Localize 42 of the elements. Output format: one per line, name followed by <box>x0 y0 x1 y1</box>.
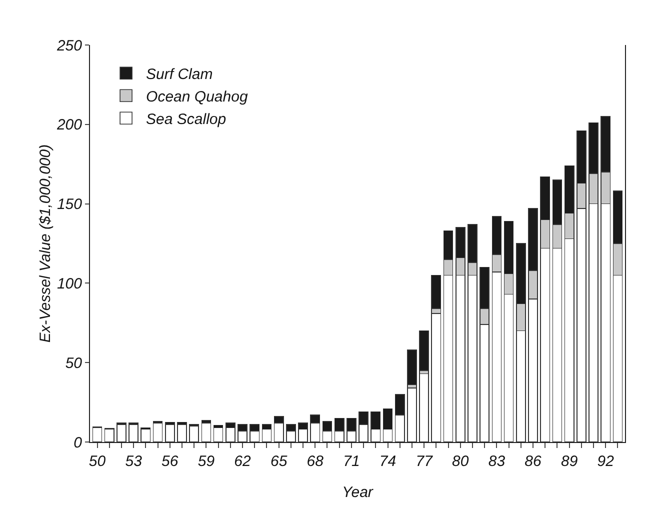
bar <box>201 422 212 442</box>
x-tick-label: 65 <box>270 453 288 470</box>
bar <box>116 424 126 442</box>
bar <box>140 428 151 442</box>
y-tick-label: 0 <box>74 434 83 452</box>
bar <box>213 427 224 442</box>
x-tick-label: 89 <box>560 453 578 470</box>
x-axis-title: Year <box>342 484 374 501</box>
y-axis-title: Ex-Vessel Value ($1,000,000) <box>37 144 54 343</box>
y-tick-label: 250 <box>56 37 83 54</box>
bar <box>152 422 163 442</box>
x-tick-label: 50 <box>88 453 106 470</box>
bar <box>104 428 114 442</box>
bar <box>128 424 139 442</box>
x-tick-label: 80 <box>452 453 470 470</box>
y-tick-label: 200 <box>56 116 83 134</box>
bar <box>419 330 430 371</box>
bar <box>407 388 417 442</box>
legend-label: Surf Clam <box>146 66 213 84</box>
legend-label: Sea Scallop <box>146 111 226 128</box>
x-tick-label: 62 <box>234 453 252 470</box>
x-tick-label: 71 <box>343 453 360 470</box>
x-tick-label: 77 <box>416 453 434 470</box>
bar <box>407 350 417 386</box>
x-tick-label: 53 <box>125 453 143 470</box>
y-tick-label: 100 <box>56 275 83 292</box>
bar <box>189 426 200 442</box>
y-tick-label: 50 <box>65 354 83 372</box>
bar <box>431 312 442 442</box>
x-tick-label: 74 <box>379 453 396 470</box>
bar <box>164 424 175 442</box>
x-tick-label: 68 <box>306 453 324 470</box>
x-tick-label: 56 <box>162 453 179 470</box>
x-tick-label: 92 <box>597 453 615 470</box>
bar <box>419 373 430 442</box>
y-tick-label: 150 <box>56 196 83 214</box>
x-tick-label: 59 <box>198 453 216 470</box>
legend-label: Ocean Quahog <box>146 88 248 106</box>
x-tick-label: 86 <box>524 453 542 470</box>
x-tick-label: 83 <box>488 453 506 470</box>
bar <box>177 424 187 442</box>
bar <box>92 427 102 442</box>
